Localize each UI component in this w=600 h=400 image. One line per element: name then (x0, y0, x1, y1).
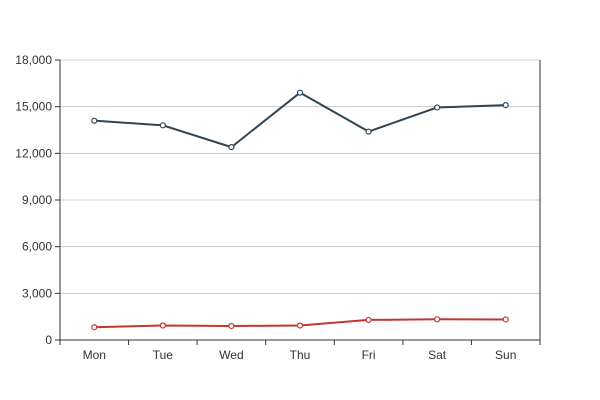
y-tick-label: 0 (45, 333, 52, 347)
data-point-series-2 (365, 316, 372, 324)
x-tick-label: Fri (362, 348, 376, 362)
x-tick-label: Sun (495, 348, 516, 362)
data-point-series-2 (228, 322, 235, 330)
data-point-series-2 (159, 322, 166, 329)
data-point-series-2 (434, 316, 441, 323)
data-point-series-1 (296, 89, 304, 96)
x-tick-label: Tue (153, 348, 174, 362)
y-tick-label: 12,000 (15, 146, 52, 160)
y-tick-label: 15,000 (15, 100, 52, 114)
data-point-series-1 (159, 122, 166, 129)
x-tick-label: Sat (428, 348, 447, 362)
data-point-series-2 (296, 322, 304, 329)
data-point-series-2 (502, 316, 509, 323)
y-tick-label: 18,000 (15, 53, 52, 67)
data-point-series-1 (434, 104, 441, 111)
y-tick-label: 3,000 (22, 286, 52, 300)
x-tick-label: Mon (83, 348, 106, 362)
data-point-series-1 (228, 144, 235, 151)
data-point-series-1 (502, 102, 509, 109)
data-point-series-1 (365, 128, 372, 135)
data-point-series-2 (91, 324, 98, 331)
series-line-1 (93, 91, 507, 149)
y-tick-label: 6,000 (22, 240, 52, 254)
y-tick-label: 9,000 (22, 193, 52, 207)
x-tick-label: Thu (290, 348, 311, 362)
x-tick-label: Wed (219, 348, 243, 362)
data-point-series-1 (91, 117, 98, 124)
